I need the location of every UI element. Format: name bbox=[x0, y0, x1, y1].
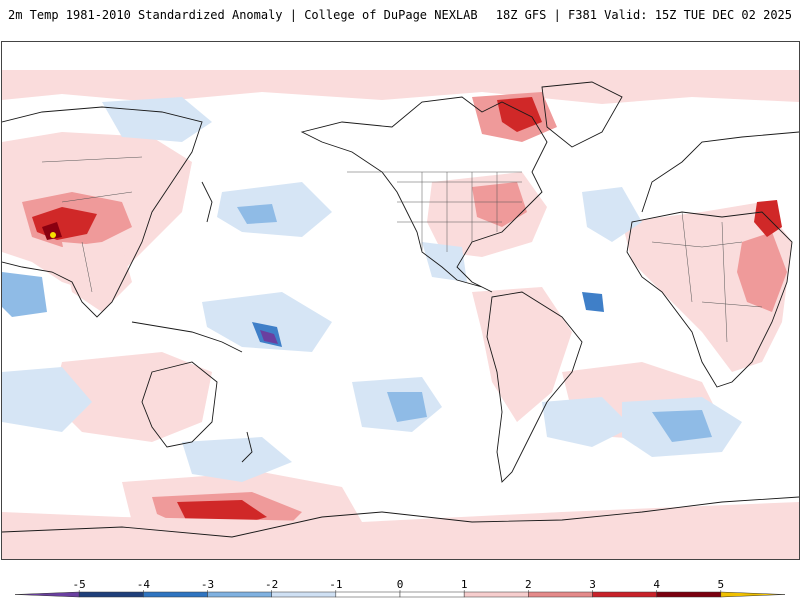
east-africa-warm-core bbox=[737, 232, 787, 312]
legend-swatch-2 bbox=[143, 591, 208, 598]
us-east-warm-core bbox=[472, 182, 527, 227]
legend-swatch-5 bbox=[335, 591, 401, 598]
siberia-cool-field bbox=[102, 97, 212, 142]
legend-tick-label: -1 bbox=[329, 578, 342, 591]
model-run-info: 18Z GFS | F381 Valid: 15Z TUE DEC 02 202… bbox=[495, 8, 792, 22]
coastlines bbox=[2, 81, 799, 538]
legend-swatch-7 bbox=[463, 591, 529, 598]
legend-tick-label: 3 bbox=[589, 578, 596, 591]
south-atlantic-cool-field bbox=[542, 397, 632, 447]
legend-tick-label: 0 bbox=[397, 578, 404, 591]
africa-outline bbox=[626, 211, 793, 388]
legend-swatch-8 bbox=[528, 591, 593, 598]
maritime-extreme-core bbox=[260, 330, 278, 344]
legend-swatch-10 bbox=[656, 591, 722, 598]
antarctica-outline bbox=[2, 496, 799, 538]
arctic-warm-band bbox=[2, 70, 799, 104]
legend-tick-label: 2 bbox=[525, 578, 532, 591]
map-title: 2m Temp 1981-2010 Standardized Anomaly |… bbox=[8, 8, 478, 22]
legend-tick-label: -3 bbox=[201, 578, 214, 591]
west-pacific-cool-field bbox=[202, 292, 332, 352]
tibet-max-spot bbox=[50, 232, 56, 238]
india-warm-field bbox=[62, 242, 132, 312]
legend-tick-label: -4 bbox=[137, 578, 151, 591]
anomaly-map bbox=[1, 41, 800, 560]
south-indian-cool-core bbox=[652, 410, 712, 442]
hudson-strong-core bbox=[497, 97, 542, 132]
asia-borders bbox=[41, 156, 143, 293]
legend-ticks: -5 -4 -3 -2 -1 0 1 2 3 4 5 bbox=[73, 578, 725, 592]
legend-tick-label: 1 bbox=[461, 578, 468, 591]
legend-svg: -5 -4 -3 -2 -1 0 1 2 3 4 5 bbox=[14, 578, 786, 598]
south-america-warm-field bbox=[472, 287, 572, 422]
west-asia-cool-field bbox=[2, 272, 47, 317]
legend-color-bar bbox=[14, 591, 786, 598]
legend-swatch-9 bbox=[592, 591, 657, 598]
legend-swatch-3 bbox=[207, 591, 272, 598]
north-pacific-cool-core bbox=[237, 204, 277, 224]
legend-swatch-4 bbox=[271, 591, 337, 598]
legend-tick-label: 4 bbox=[653, 578, 660, 591]
indonesia-outline bbox=[131, 321, 243, 353]
new-zealand-outline bbox=[241, 431, 253, 463]
japan-outline bbox=[201, 181, 213, 223]
legend-tick-label: -5 bbox=[73, 578, 86, 591]
indian-ocean-cool-field bbox=[2, 367, 92, 432]
legend-tick-label: -2 bbox=[265, 578, 278, 591]
anomaly-map-svg bbox=[2, 42, 799, 559]
legend-tick-label: 5 bbox=[718, 578, 725, 591]
negative-anomaly-fields bbox=[2, 97, 742, 482]
atlantic-cool-core bbox=[582, 292, 604, 312]
us-state-grid bbox=[397, 172, 522, 252]
australia-outline bbox=[141, 361, 218, 448]
south-pacific-cool-core bbox=[387, 392, 427, 422]
political-boundaries bbox=[41, 156, 763, 343]
header-bar: 2m Temp 1981-2010 Standardized Anomaly |… bbox=[0, 0, 800, 30]
legend-swatch-6 bbox=[399, 591, 465, 598]
north-pacific-cool-field bbox=[217, 182, 332, 237]
color-scale-legend: -5 -4 -3 -2 -1 0 1 2 3 4 5 bbox=[0, 570, 800, 600]
legend-swatch-1 bbox=[78, 591, 144, 598]
tibet-extreme-core bbox=[42, 222, 62, 240]
europe-asia-outline bbox=[2, 106, 799, 318]
south-america-outline bbox=[486, 291, 583, 483]
greenland-outline bbox=[541, 81, 623, 148]
atlantic-cool-field bbox=[582, 187, 642, 242]
mexico-cool-field bbox=[422, 242, 467, 282]
africa-borders bbox=[651, 211, 763, 343]
southern-ocean-cool-field bbox=[182, 437, 292, 482]
legend-swatch-11 bbox=[720, 591, 786, 598]
australia-warm-field bbox=[52, 352, 212, 442]
legend-swatch-0 bbox=[14, 591, 80, 598]
